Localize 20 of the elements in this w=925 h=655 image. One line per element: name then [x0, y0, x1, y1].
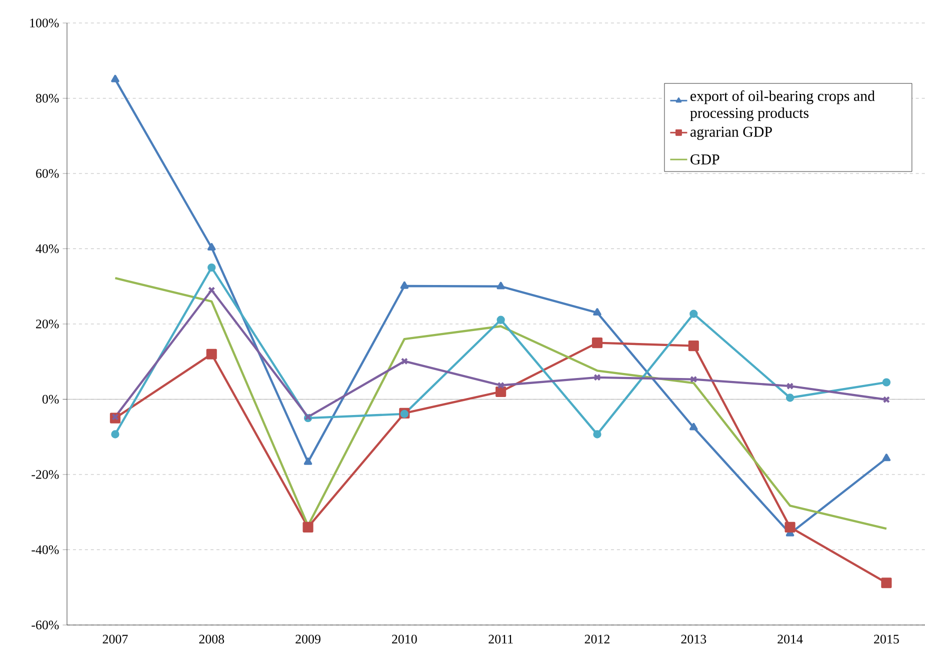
- y-tick-label: 80%: [36, 94, 59, 103]
- y-tick-label: 0%: [42, 394, 59, 404]
- y-tick-label: -20%: [32, 470, 59, 479]
- legend-label: GDP: [690, 154, 720, 164]
- x-tick-label: 2012: [584, 634, 610, 644]
- x-tick-label: 2011: [488, 634, 513, 644]
- x-tick-label: 2008: [199, 634, 224, 644]
- legend-label: agrarian GDP: [690, 126, 772, 140]
- y-tick-label: 60%: [36, 169, 59, 178]
- y-tick-label: 100%: [30, 18, 59, 28]
- x-tick-label: 2015: [874, 634, 899, 644]
- x-tick-label: 2014: [778, 634, 803, 644]
- y-tick-label: -60%: [32, 620, 59, 630]
- y-tick-label: 40%: [36, 244, 59, 254]
- x-tick-label: 2013: [681, 634, 706, 644]
- x-tick-label: 2007: [102, 634, 128, 644]
- y-tick-label: -40%: [32, 545, 59, 554]
- x-tick-label: 2010: [392, 634, 417, 644]
- x-tick-label: 2009: [296, 634, 320, 644]
- y-tick-label: 20%: [36, 320, 59, 328]
